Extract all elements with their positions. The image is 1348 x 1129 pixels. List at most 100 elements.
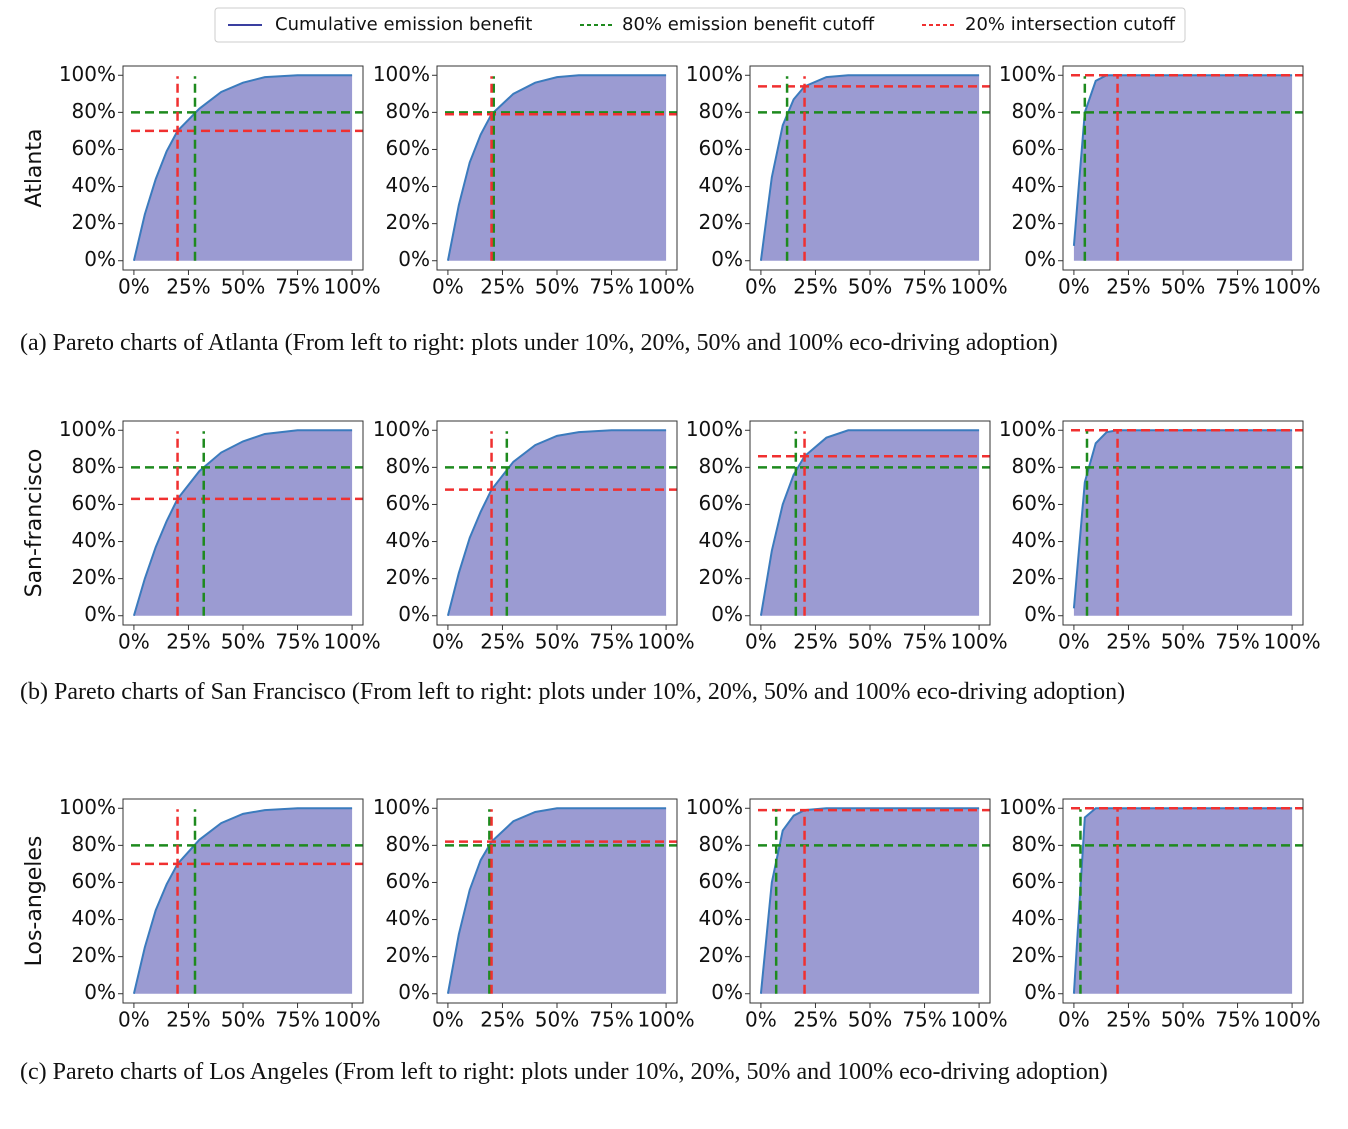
y-tick-label: 60% <box>386 491 430 515</box>
y-tick-label: 80% <box>699 832 743 856</box>
y-tick-label: 20% <box>699 210 743 234</box>
x-tick-label: 100% <box>323 275 380 299</box>
x-tick-label: 100% <box>637 630 694 654</box>
y-tick-label: 20% <box>72 210 116 234</box>
x-tick-label: 75% <box>902 1008 946 1032</box>
y-tick-label: 40% <box>699 906 743 930</box>
x-tick-label: 100% <box>323 1008 380 1032</box>
y-tick-label: 20% <box>386 210 430 234</box>
y-tick-label: 0% <box>398 247 430 271</box>
y-tick-label: 60% <box>1012 869 1056 893</box>
y-tick-label: 40% <box>386 173 430 197</box>
x-tick-label: 75% <box>275 630 319 654</box>
x-tick-label: 0% <box>745 630 777 654</box>
y-tick-label: 40% <box>1012 173 1056 197</box>
y-tick-label: 0% <box>84 247 116 271</box>
x-tick-label: 0% <box>432 630 464 654</box>
x-tick-label: 50% <box>848 275 892 299</box>
benefit-area <box>1073 808 1293 994</box>
x-tick-label: 100% <box>637 275 694 299</box>
y-tick-label: 20% <box>1012 210 1056 234</box>
y-tick-label: 100% <box>686 795 743 819</box>
subplot: 0%20%40%60%80%100%0% 25% 50% 75% 100% <box>373 417 695 654</box>
benefit-area <box>760 75 980 261</box>
y-tick-label: 60% <box>1012 136 1056 160</box>
y-tick-label: 80% <box>1012 99 1056 123</box>
benefit-line <box>446 74 667 261</box>
benefit-area <box>447 430 667 616</box>
y-tick-label: 80% <box>699 454 743 478</box>
y-tick-label: 80% <box>72 99 116 123</box>
benefit-line <box>446 429 667 616</box>
benefit-area <box>1073 430 1293 616</box>
x-tick-label: 0% <box>118 1008 150 1032</box>
y-tick-label: 20% <box>386 943 430 967</box>
benefit-area <box>133 75 353 261</box>
x-tick-label: 25% <box>1106 1008 1150 1032</box>
y-tick-label: 0% <box>84 980 116 1004</box>
y-tick-label: 40% <box>386 528 430 552</box>
y-tick-label: 100% <box>999 417 1056 441</box>
x-tick-label: 50% <box>1161 275 1205 299</box>
y-tick-label: 60% <box>72 136 116 160</box>
y-tick-label: 0% <box>1024 602 1056 626</box>
benefit-area <box>133 808 353 994</box>
y-tick-label: 0% <box>1024 247 1056 271</box>
y-tick-label: 100% <box>999 795 1056 819</box>
benefit-area <box>760 430 980 616</box>
benefit-area <box>447 808 667 994</box>
row-label: San-francisco <box>22 449 47 598</box>
x-tick-label: 0% <box>432 1008 464 1032</box>
y-tick-label: 40% <box>699 173 743 197</box>
x-tick-label: 0% <box>118 275 150 299</box>
benefit-area <box>1073 75 1293 261</box>
x-tick-label: 50% <box>221 630 265 654</box>
y-tick-label: 40% <box>386 906 430 930</box>
y-tick-label: 100% <box>373 795 430 819</box>
benefit-area <box>133 430 353 616</box>
x-tick-label: 25% <box>1106 630 1150 654</box>
x-tick-label: 25% <box>166 275 210 299</box>
x-tick-label: 50% <box>535 630 579 654</box>
x-tick-label: 0% <box>1058 275 1090 299</box>
legend-box <box>214 7 1186 43</box>
x-tick-label: 100% <box>637 1008 694 1032</box>
y-tick-label: 60% <box>386 136 430 160</box>
x-tick-label: 75% <box>589 275 633 299</box>
y-tick-label: 20% <box>386 565 430 589</box>
x-tick-label: 0% <box>745 1008 777 1032</box>
subplot: 0%20%40%60%80%100%0% 25% 50% 75% 100% <box>686 62 1008 299</box>
y-tick-label: 0% <box>398 980 430 1004</box>
y-tick-label: 60% <box>1012 491 1056 515</box>
x-tick-label: 25% <box>793 275 837 299</box>
subplot: 0%20%40%60%80%100%0% 25% 50% 75% 100% <box>999 62 1321 299</box>
y-tick-label: 0% <box>711 602 743 626</box>
x-tick-label: 0% <box>745 275 777 299</box>
y-tick-label: 80% <box>1012 832 1056 856</box>
subplot: 0%20%40%60%80%100%0% 25% 50% 75% 100% <box>373 795 695 1032</box>
y-tick-label: 80% <box>699 99 743 123</box>
x-tick-label: 50% <box>848 1008 892 1032</box>
y-tick-label: 60% <box>386 869 430 893</box>
y-tick-label: 60% <box>699 491 743 515</box>
x-tick-label: 25% <box>1106 275 1150 299</box>
y-tick-label: 80% <box>72 454 116 478</box>
x-tick-label: 25% <box>166 630 210 654</box>
caption: (b) Pareto charts of San Francisco (From… <box>20 679 1126 705</box>
x-tick-label: 75% <box>1215 1008 1259 1032</box>
y-tick-label: 40% <box>72 906 116 930</box>
y-tick-label: 60% <box>72 869 116 893</box>
benefit-area <box>447 75 667 261</box>
x-tick-label: 100% <box>1263 630 1320 654</box>
y-tick-label: 100% <box>373 62 430 86</box>
row-label: Los-angeles <box>22 836 47 967</box>
x-tick-label: 0% <box>1058 630 1090 654</box>
y-tick-label: 0% <box>84 602 116 626</box>
row-label: Atlanta <box>22 129 47 208</box>
x-tick-label: 100% <box>950 275 1007 299</box>
subplot: 0%20%40%60%80%100%0% 25% 50% 75% 100% <box>59 417 381 654</box>
subplot: 0%20%40%60%80%100%0% 25% 50% 75% 100% <box>999 795 1321 1032</box>
y-tick-label: 80% <box>386 832 430 856</box>
x-tick-label: 50% <box>1161 630 1205 654</box>
